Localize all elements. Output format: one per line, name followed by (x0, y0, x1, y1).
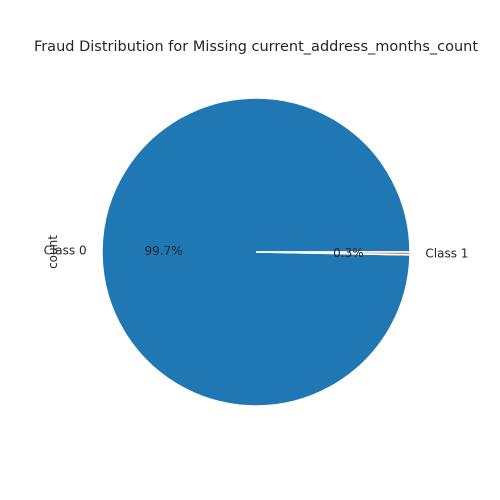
pie-slices (101, 97, 411, 407)
slice-percent-class-0: 99.7% (145, 244, 183, 258)
slice-percent-class-1: 0.3% (333, 246, 364, 260)
slice-label-class-1: Class 1 (425, 247, 468, 261)
pie-labels: Class 0 99.7% Class 1 0.3% (44, 243, 469, 260)
pie-slice-class-1 (255, 251, 411, 256)
slice-label-class-0: Class 0 (44, 243, 87, 257)
y-axis-label: count (46, 235, 60, 269)
chart-title: Fraud Distribution for Missing current_a… (34, 39, 478, 55)
